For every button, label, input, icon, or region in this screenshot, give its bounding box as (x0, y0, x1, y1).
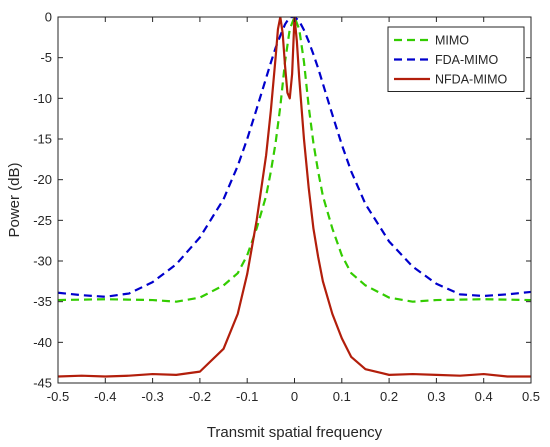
x-tick-label: 0.1 (333, 389, 351, 404)
y-tick-label: -10 (33, 91, 52, 106)
series-layer (58, 17, 531, 378)
x-tick-label: 0.3 (427, 389, 445, 404)
y-tick-label: -30 (33, 254, 52, 269)
series-line-nfda-mimo (58, 17, 531, 378)
y-tick-label: -15 (33, 132, 52, 147)
legend: MIMO FDA-MIMO NFDA-MIMO (387, 26, 525, 92)
y-tick-label: 0 (45, 10, 52, 25)
legend-label-nfda-mimo: NFDA-MIMO (435, 73, 507, 87)
series-line-fda-mimo (58, 17, 531, 298)
y-tick-label: -35 (33, 294, 52, 309)
x-tick-label: -0.2 (189, 389, 211, 404)
legend-label-fda-mimo: FDA-MIMO (435, 53, 498, 67)
x-tick-label: 0.4 (475, 389, 493, 404)
y-tick-label: -5 (40, 50, 52, 65)
x-tick-label: -0.5 (47, 389, 69, 404)
x-tick-label: -0.3 (141, 389, 163, 404)
y-tick-label: -40 (33, 335, 52, 350)
x-tick-label: -0.1 (236, 389, 258, 404)
x-tick-label: 0.5 (522, 389, 540, 404)
x-tick-label: 0 (291, 389, 298, 404)
y-axis-label: Power (dB) (6, 162, 23, 237)
y-tick-label: -20 (33, 172, 52, 187)
x-tick-label: -0.4 (94, 389, 116, 404)
legend-label-mimo: MIMO (435, 34, 469, 48)
y-tick-label: -45 (33, 376, 52, 391)
series-line-mimo (58, 17, 531, 303)
x-axis-label: Transmit spatial frequency (207, 424, 383, 441)
x-tick-label: 0.2 (380, 389, 398, 404)
ticks-layer: -0.5 -0.4 -0.3 -0.2 -0.1 0 0.1 0.2 0.3 0.4 0.5 0 -5 -… (33, 10, 540, 405)
y-tick-label: -25 (33, 213, 52, 228)
